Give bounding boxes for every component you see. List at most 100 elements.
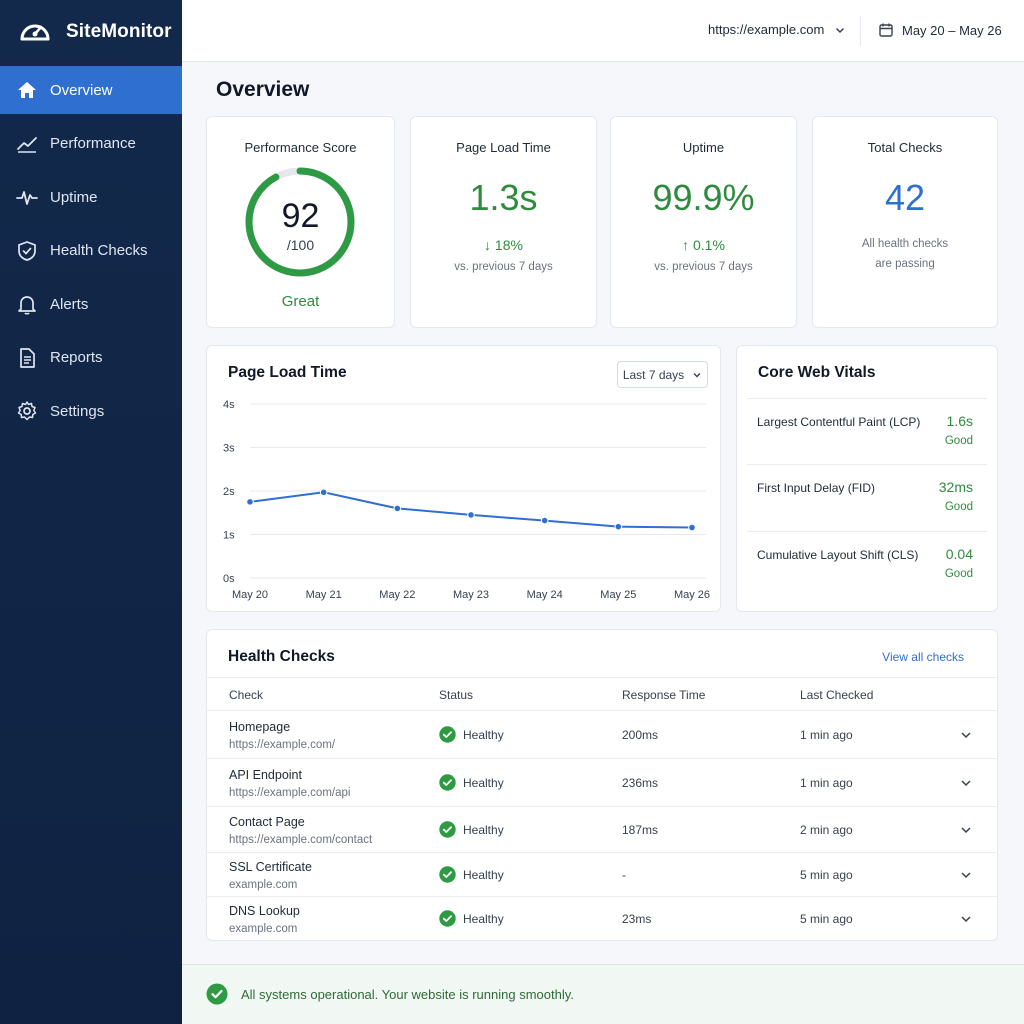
kpi-delta: ↑ 0.1% [682,237,725,253]
sidebar: SiteMonitor Overview Performance Uptime … [0,0,182,1024]
topbar-divider [860,16,861,46]
kpi-subtext: are passing [875,258,935,270]
page-load-card: Page Load Time 1.3s ↓ 18% vs. previous 7… [410,116,597,328]
response-time: 200ms [622,728,659,742]
vital-value: 32ms [938,479,973,495]
check-circle-icon [439,866,456,883]
home-icon [16,79,38,101]
page-title: Overview [216,78,310,101]
score-value: 92 [281,197,320,235]
y-tick-label: 2s [223,486,235,498]
response-time: - [622,868,626,882]
status-text: Healthy [463,911,504,926]
sidebar-item-overview[interactable]: Overview [0,66,182,114]
x-tick-label: May 20 [232,589,268,601]
check-circle-icon [206,983,228,1005]
status-badge: Healthy [439,910,504,927]
range-select[interactable]: Last 7 days [617,361,708,388]
date-range-picker[interactable]: May 20 – May 26 [878,22,1002,38]
app-name: SiteMonitor [66,21,172,42]
kpi-subtext: vs. previous 7 days [454,261,553,273]
sidebar-item-performance[interactable]: Performance [0,120,182,168]
last-checked: 1 min ago [800,776,853,790]
column-header: Check [229,688,264,702]
chevron-down-icon[interactable] [959,728,973,742]
status-badge: Healthy [439,774,504,791]
data-point[interactable] [688,523,696,532]
range-label: Last 7 days [622,367,685,382]
status-text: Healthy [463,775,504,790]
x-tick-label: May 23 [453,589,489,601]
sidebar-item-health-checks[interactable]: Health Checks [0,227,182,275]
status-badge: Healthy [439,726,504,743]
table-row[interactable]: Contact Page https://example.com/contact H… [207,807,997,853]
sidebar-item-settings[interactable]: Settings [0,387,182,435]
response-time: 187ms [622,823,659,837]
chevron-down-icon[interactable] [959,912,973,926]
column-header: Last Checked [800,688,874,702]
check-name: Homepage [229,720,291,734]
chevron-down-icon [693,372,701,377]
sidebar-item-label: Overview [50,81,113,99]
kpi-subtext: vs. previous 7 days [654,261,753,273]
chevron-down-icon [836,27,845,33]
check-circle-icon [439,910,456,927]
data-point[interactable] [393,504,402,513]
kpi-value: 99.9% [652,177,755,218]
brand[interactable]: SiteMonitor [0,0,182,64]
score-gauge [245,167,355,277]
data-point[interactable] [540,516,549,525]
site-url: https://example.com [708,22,825,37]
kpi-title: Total Checks [867,140,943,155]
status-message: All systems operational. Your website is… [241,987,574,1002]
chevron-down-icon[interactable] [959,776,973,790]
last-checked: 5 min ago [800,868,853,882]
chart-line-icon [16,133,38,155]
core-web-vitals-card: Core Web Vitals Largest Contentful Paint… [736,345,998,612]
sidebar-item-label: Reports [50,349,103,366]
chevron-down-icon[interactable] [959,868,973,882]
status-text: Healthy [463,822,504,837]
kpi-title: Uptime [682,140,725,155]
sidebar-item-alerts[interactable]: Alerts [0,280,182,328]
kpi-title: Performance Score [244,140,357,155]
table-row[interactable]: SSL Certificate example.com Healthy - 5 min … [207,853,997,897]
data-point[interactable] [319,488,328,497]
sidebar-item-label: Uptime [50,188,98,206]
bell-icon [16,293,38,315]
check-circle-icon [439,774,456,791]
vital-row: First Input Delay (FID) 32ms Good [747,465,987,532]
table-row[interactable]: DNS Lookup example.com Healthy 23ms 5 min ag… [207,897,997,941]
x-tick-label: May 22 [379,589,415,601]
check-circle-icon [439,821,456,838]
last-checked: 5 min ago [800,912,853,926]
line-chart: 0s 1s 2s 3s 4s May 20 May 21 May 22 May 23 May 24… [223,399,710,601]
kpi-value: 42 [884,177,926,218]
x-tick-label: May 25 [600,589,636,601]
kpi-subtext: All health checks [861,238,949,250]
vital-name: Cumulative Layout Shift (CLS) [757,548,919,562]
view-all-checks-link[interactable]: View all checks [882,650,964,664]
check-name: DNS Lookup [229,904,300,918]
page-load-chart-card: Page Load Time Last 7 days 0s 1s 2s 3s 4s May… [206,345,721,612]
table-row[interactable]: Homepage https://example.com/Healthy 200ms… [207,711,997,759]
sidebar-item-uptime[interactable]: Uptime [0,173,182,221]
check-name: API Endpoint [229,768,302,782]
sidebar-item-reports[interactable]: Reports [0,334,182,382]
site-select[interactable]: https://example.com [708,22,846,37]
vital-value: 0.04 [945,546,973,562]
column-header: Response Time [622,688,706,702]
chevron-down-icon[interactable] [959,823,973,837]
health-checks-card: Health Checks View all checks Check Stat… [206,629,998,941]
column-header: Status [439,688,474,702]
y-tick-label: 0s [223,573,235,585]
date-range-label: May 20 – May 26 [902,22,1002,38]
data-point[interactable] [614,522,623,531]
chart-title: Page Load Time [228,364,347,381]
table-row[interactable]: API Endpoint https://example.com/api Healt… [207,759,997,807]
x-tick-label: May 26 [674,589,710,601]
sidebar-item-label: Performance [50,135,136,152]
data-point[interactable] [467,511,475,519]
data-point[interactable] [246,498,254,506]
kpi-value: 1.3s [469,177,538,218]
